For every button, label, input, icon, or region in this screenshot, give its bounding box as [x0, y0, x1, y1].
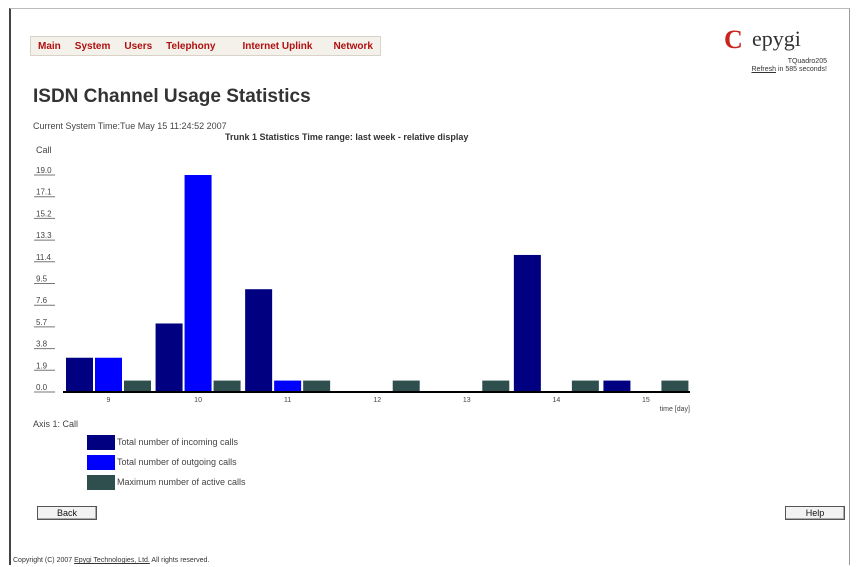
bar-outgoing: [95, 357, 122, 392]
chart-title: Trunk 1 Statistics Time range: last week…: [225, 132, 469, 142]
legend-item-incoming: Total number of incoming calls: [87, 432, 246, 452]
y-tick-label: 15.2: [36, 209, 52, 218]
copyright-suffix: All rights reserved.: [149, 557, 210, 564]
page-title: ISDN Channel Usage Statistics: [33, 86, 311, 107]
y-tick-label: 9.5: [36, 275, 48, 284]
y-tick-label: 7.6: [36, 296, 48, 305]
legend-item-outgoing: Total number of outgoing calls: [87, 452, 246, 472]
x-tick-label: 13: [463, 397, 471, 404]
bar-active: [392, 380, 420, 392]
x-tick-label: 14: [552, 397, 560, 404]
axis-note: Axis 1: Call: [33, 419, 79, 429]
bar-outgoing: [184, 175, 212, 392]
y-tick-label: 3.8: [36, 340, 48, 349]
x-axis-label: time [day]: [660, 406, 690, 413]
y-axis-label: Call: [36, 145, 52, 155]
nav-system[interactable]: System: [74, 40, 111, 52]
bar-active: [124, 380, 151, 392]
x-tick-label: 15: [642, 397, 650, 404]
refresh-link[interactable]: Refresh: [751, 66, 777, 73]
legend-swatch-outgoing: [87, 454, 115, 470]
nav-main[interactable]: Main: [38, 40, 61, 52]
logo-text: epygi: [752, 26, 801, 51]
nav-internet-uplink[interactable]: Internet Uplink: [242, 40, 313, 52]
y-tick-label: 11.4: [36, 253, 52, 262]
y-tick-label: 0.0: [36, 383, 48, 392]
y-tick-label: 13.3: [36, 231, 52, 240]
bar-incoming: [66, 357, 93, 392]
y-tick-label: 5.7: [36, 318, 48, 327]
bar-outgoing: [274, 380, 302, 392]
y-tick-label: 1.9: [36, 361, 48, 370]
copyright-prefix: Copyright (C) 2007: [13, 557, 75, 564]
epygi-logo: C epygi: [724, 26, 824, 56]
y-tick-label: 17.1: [36, 188, 52, 197]
bar-active: [482, 380, 510, 392]
legend-swatch-active: [87, 474, 115, 490]
x-tick-label: 9: [107, 397, 111, 404]
legend-label-active: Maximum number of active calls: [117, 477, 246, 487]
bar-active: [213, 380, 241, 392]
nav-telephony[interactable]: Telephony: [166, 40, 216, 52]
back-button[interactable]: Back: [37, 506, 97, 520]
refresh-countdown: in 585 seconds!: [776, 66, 827, 73]
bar-incoming: [603, 380, 631, 392]
copyright: Copyright (C) 2007 Epygi Technologies, L…: [13, 557, 209, 564]
copyright-link[interactable]: Epygi Technologies, Ltd.: [74, 557, 150, 564]
page-frame: [9, 8, 850, 565]
refresh-notice: Refresh in 585 seconds!: [752, 66, 828, 73]
legend-item-active: Maximum number of active calls: [87, 472, 246, 492]
logo-mark: C: [724, 25, 743, 54]
nav-users[interactable]: Users: [124, 40, 153, 52]
system-time: Current System Time:Tue May 15 11:24:52 …: [33, 121, 227, 131]
bar-incoming: [155, 323, 183, 392]
bar-incoming: [513, 254, 541, 392]
x-tick-label: 10: [194, 397, 202, 404]
x-tick-label: 11: [284, 397, 291, 404]
help-button[interactable]: Help: [785, 506, 845, 520]
legend-label-incoming: Total number of incoming calls: [117, 437, 239, 447]
main-nav: Main System Users Telephony Internet Upl…: [30, 36, 381, 56]
y-tick-label: 19.0: [36, 166, 52, 175]
usage-chart: Call 0.0 1.9 3.8 5.7 7.6 9.5 11.4 13.3 15.2 17.1 19…: [34, 145, 690, 413]
legend-label-outgoing: Total number of outgoing calls: [117, 457, 237, 467]
bar-active: [661, 380, 689, 392]
chart-legend: Total number of incoming calls Total num…: [87, 432, 246, 492]
nav-network[interactable]: Network: [333, 40, 373, 52]
bar-active: [303, 380, 331, 392]
bar-active: [571, 380, 599, 392]
bar-incoming: [245, 289, 273, 392]
legend-swatch-incoming: [87, 434, 115, 450]
x-tick-label: 12: [373, 397, 381, 404]
device-name: TQuadro205: [787, 58, 827, 65]
